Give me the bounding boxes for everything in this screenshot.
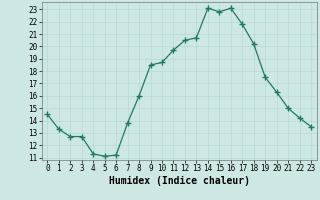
X-axis label: Humidex (Indice chaleur): Humidex (Indice chaleur)	[109, 176, 250, 186]
